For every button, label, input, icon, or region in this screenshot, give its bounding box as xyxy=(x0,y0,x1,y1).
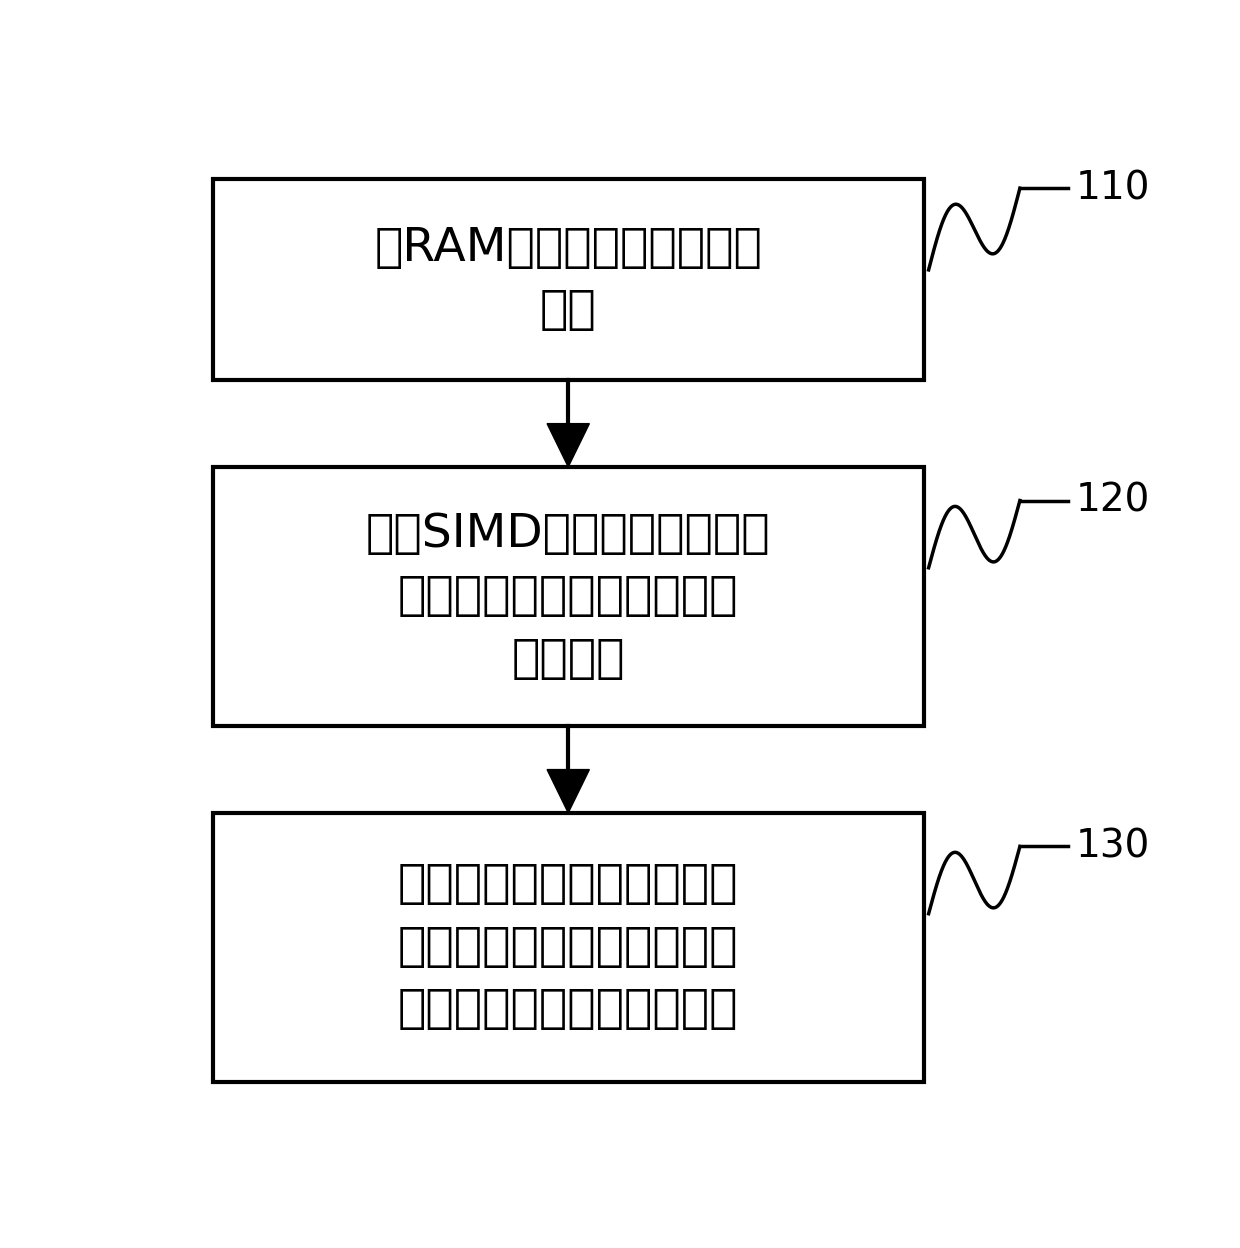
Text: 获取到目标地址的多个车道
同时开始运行，并行访问相
应的存储组，进行存取操作: 获取到目标地址的多个车道 同时开始运行，并行访问相 应的存储组，进行存取操作 xyxy=(398,862,739,1032)
Text: 120: 120 xyxy=(1075,482,1149,519)
Polygon shape xyxy=(547,770,589,812)
Polygon shape xyxy=(547,423,589,467)
Text: 110: 110 xyxy=(1075,170,1151,207)
Text: 130: 130 xyxy=(1075,827,1149,865)
Text: 根据SIMD控制指令依次生成
多个目标地址，并发送至相
应的车道: 根据SIMD控制指令依次生成 多个目标地址，并发送至相 应的车道 xyxy=(366,512,770,681)
Bar xyxy=(213,812,924,1082)
Text: 将RAM存储器划分为多个存
储组: 将RAM存储器划分为多个存 储组 xyxy=(374,226,763,333)
Bar xyxy=(213,178,924,381)
Bar xyxy=(213,467,924,726)
